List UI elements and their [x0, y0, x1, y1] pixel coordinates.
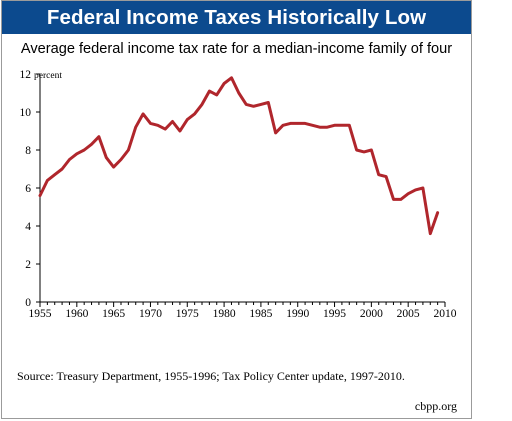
x-tick-label: 2000: [360, 308, 383, 320]
data-point: [75, 152, 79, 155]
data-point: [97, 135, 101, 138]
data-point: [303, 122, 307, 125]
data-point: [156, 124, 160, 127]
data-point: [134, 126, 137, 129]
data-point: [215, 93, 218, 97]
x-tick-label: 1995: [323, 308, 346, 320]
axes: [36, 73, 446, 307]
data-point: [421, 186, 425, 190]
x-tick-label: 1955: [29, 308, 52, 320]
data-point: [289, 122, 292, 125]
data-point: [237, 91, 241, 95]
source-note: Source: Treasury Department, 1955-1996; …: [17, 369, 405, 383]
chart-frame: Federal Income Taxes Historically Low Av…: [1, 0, 472, 419]
y-unit-label: percent: [34, 71, 62, 81]
data-point: [399, 198, 403, 201]
data-point: [141, 112, 145, 116]
data-point: [230, 76, 233, 80]
x-tick-label: 1980: [213, 308, 236, 320]
data-point: [392, 198, 395, 201]
x-tick-label: 2010: [434, 308, 457, 320]
data-point: [112, 165, 115, 169]
data-point: [377, 173, 380, 176]
data-point: [163, 127, 167, 131]
data-point: [348, 124, 351, 127]
x-tick-label: 1965: [102, 308, 125, 320]
tick-labels: 0 2 4 6 8 10 12 percent 1955 1960 1965 1970 1975 1980…: [20, 69, 457, 320]
data-point: [362, 150, 366, 154]
y-tick-label: 4: [25, 221, 31, 233]
data-point: [318, 126, 322, 129]
data-point: [259, 103, 263, 106]
data-point: [222, 82, 226, 85]
data-point: [178, 129, 182, 133]
data-point: [384, 175, 388, 178]
y-tick-label: 2: [25, 259, 31, 271]
data-point: [436, 211, 439, 214]
chart-subtitle: Average federal income tax rate for a me…: [20, 41, 453, 57]
data-point: [429, 232, 432, 235]
data-point: [82, 148, 86, 152]
series-line: [38, 76, 440, 236]
data-point: [186, 118, 189, 121]
data-point: [149, 122, 152, 125]
series-layer: [38, 76, 440, 236]
data-point: [38, 194, 42, 197]
y-tick-label: 6: [25, 183, 31, 195]
data-point: [60, 167, 64, 171]
data-point: [370, 148, 373, 152]
y-tick-label: 10: [20, 107, 32, 119]
data-point: [296, 122, 299, 125]
data-point: [311, 124, 314, 127]
x-tick-label: 1970: [139, 308, 162, 320]
data-point: [90, 143, 93, 146]
data-point: [119, 158, 123, 161]
x-tick-label: 1975: [176, 308, 199, 320]
credit-label: cbpp.org: [414, 399, 457, 413]
y-tick-label: 0: [25, 297, 31, 309]
data-point: [333, 124, 336, 127]
data-point: [274, 131, 277, 135]
data-point: [252, 105, 255, 108]
data-point: [53, 173, 56, 176]
line-chart: 0 2 4 6 8 10 12 percent 1955 1960 1965 1970 1975 1980…: [20, 69, 457, 320]
x-tick-label: 1985: [249, 308, 272, 320]
data-point: [414, 188, 417, 192]
data-point: [267, 101, 270, 104]
data-point: [46, 179, 49, 182]
chart-title: Federal Income Taxes Historically Low: [2, 1, 471, 34]
x-tick-label: 1990: [286, 308, 309, 320]
x-tick-label: 2005: [397, 308, 420, 320]
data-point: [193, 112, 196, 116]
data-point: [171, 120, 174, 123]
data-point: [281, 124, 285, 127]
data-point: [200, 103, 204, 106]
data-point: [406, 192, 410, 195]
data-point: [355, 148, 358, 152]
data-point: [127, 148, 130, 152]
data-point: [244, 103, 248, 106]
data-point: [208, 89, 211, 93]
data-point: [325, 126, 329, 129]
x-tick-label: 1960: [65, 308, 88, 320]
data-point: [68, 158, 71, 161]
y-tick-label: 8: [25, 145, 31, 157]
y-tick-label: 12: [20, 69, 32, 81]
data-point: [105, 156, 108, 159]
data-point: [340, 124, 344, 127]
